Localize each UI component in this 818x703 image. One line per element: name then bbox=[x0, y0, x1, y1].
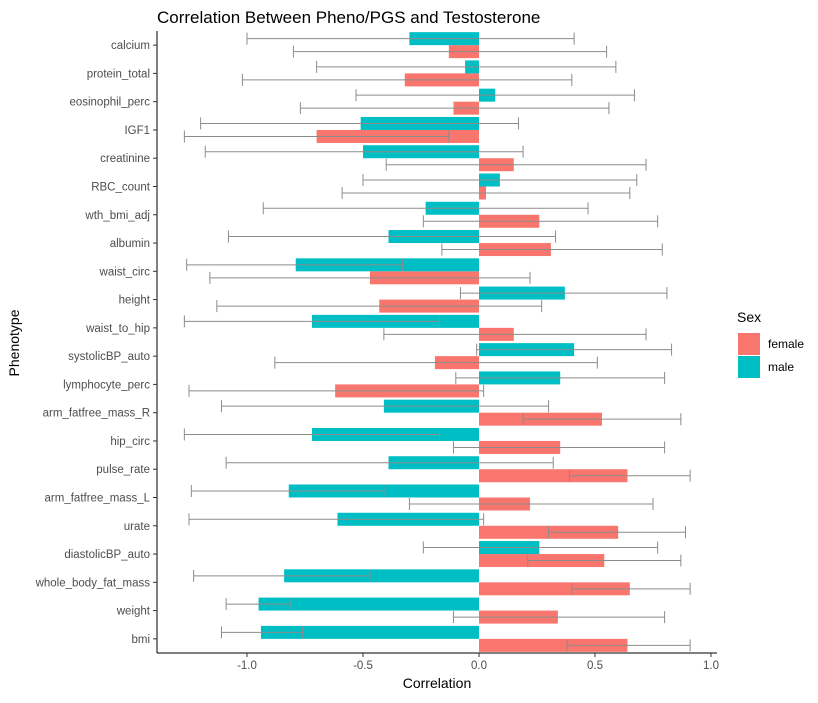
errorbar-male-weight bbox=[225, 598, 292, 611]
errorbar-female-eosinophil-perc bbox=[299, 102, 610, 115]
errorbar-male-waist-to-hip bbox=[183, 315, 441, 328]
errorbar-female-rbc-count bbox=[341, 187, 631, 199]
errorbar-female-urate bbox=[548, 526, 686, 539]
y-tick-label-height: height bbox=[119, 295, 151, 307]
errorbar-male-hip-circ bbox=[183, 428, 441, 441]
y-tick-label-lymphocyte-perc: lymphocyte_perc bbox=[63, 379, 150, 391]
bar-female-whole-body-fat-mass bbox=[479, 582, 630, 596]
y-axis-title: Phenotype bbox=[6, 309, 22, 376]
errorbar-female-arm-fatfree-mass-l bbox=[408, 498, 654, 510]
x-axis-title: Correlation bbox=[403, 675, 471, 691]
errorbar-male-diastolicbp-auto bbox=[422, 541, 659, 554]
errorbar-female-hip-circ bbox=[452, 441, 666, 454]
errorbar-female-waist-to-hip bbox=[383, 328, 647, 341]
errorbar-male-urate bbox=[188, 513, 485, 526]
legend-key-female bbox=[738, 333, 760, 355]
errorbar-male-albumin bbox=[227, 230, 557, 243]
errorbar-female-calcium bbox=[292, 45, 608, 58]
errorbar-female-creatinine bbox=[385, 158, 647, 171]
errorbar-male-pulse-rate bbox=[225, 456, 554, 469]
y-tick-label-hip-circ: hip_circ bbox=[110, 436, 150, 448]
errorbar-female-pulse-rate bbox=[568, 469, 691, 482]
errorbar-male-arm-fatfree-mass-l bbox=[190, 485, 385, 497]
errorbar-male-creatinine bbox=[204, 145, 524, 158]
bar-female-bmi bbox=[479, 638, 628, 652]
errorbar-male-wth-bmi-adj bbox=[262, 202, 589, 215]
errorbar-female-albumin bbox=[441, 243, 663, 256]
bar-male-whole-body-fat-mass bbox=[284, 569, 479, 583]
x-axis: -1.0 -0.5 0.0 0.5 1.0 bbox=[157, 652, 719, 672]
y-tick-label-protein-total: protein_total bbox=[87, 68, 150, 80]
y-tick-label-whole-body-fat-mass: whole_body_fat_mass bbox=[35, 577, 151, 589]
legend: Sex female male bbox=[737, 309, 804, 378]
errorbar-male-lymphocyte-perc bbox=[455, 371, 666, 384]
y-tick-label-pulse-rate: pulse_rate bbox=[96, 464, 150, 476]
errorbar-female-diastolicbp-auto bbox=[527, 554, 682, 567]
bar-male-weight bbox=[258, 597, 479, 611]
y-tick-label-wth-bmi-adj: wth_bmi_adj bbox=[84, 210, 150, 222]
errorbar-female-igf1 bbox=[183, 130, 450, 143]
x-tick-label: 0.0 bbox=[471, 660, 487, 672]
y-tick-label-urate: urate bbox=[124, 521, 150, 533]
y-tick-label-creatinine: creatinine bbox=[100, 153, 150, 165]
y-tick-label-waist-circ: waist_circ bbox=[99, 266, 151, 278]
errorbar-female-bmi bbox=[566, 639, 691, 652]
errorbar-male-igf1 bbox=[200, 117, 519, 130]
errorbar-male-eosinophil-perc bbox=[355, 89, 635, 102]
errorbar-female-arm-fatfree-mass-r bbox=[522, 413, 682, 426]
bar-female-pulse-rate bbox=[479, 469, 628, 483]
errorbar-female-waist-circ bbox=[209, 271, 531, 284]
y-tick-label-weight: weight bbox=[116, 606, 151, 618]
errorbar-male-bmi bbox=[220, 626, 304, 639]
y-tick-label-diastolicbp-auto: diastolicBP_auto bbox=[64, 549, 150, 561]
plot-area bbox=[183, 32, 691, 652]
y-tick-label-arm-fatfree-mass-r: arm_fatfree_mass_R bbox=[43, 408, 150, 420]
errorbar-male-height bbox=[459, 287, 668, 300]
y-tick-label-systolicbp-auto: systolicBP_auto bbox=[68, 351, 150, 363]
legend-title: Sex bbox=[737, 309, 761, 325]
legend-label-male: male bbox=[768, 360, 794, 374]
x-tick-label: 0.5 bbox=[587, 660, 603, 672]
errorbar-male-whole-body-fat-mass bbox=[193, 569, 371, 582]
errorbar-male-systolicbp-auto bbox=[476, 343, 673, 356]
legend-label-female: female bbox=[768, 337, 804, 351]
errorbar-female-protein-total bbox=[241, 73, 573, 86]
errorbar-male-waist-circ bbox=[186, 258, 403, 271]
y-tick-label-eosinophil-perc: eosinophil_perc bbox=[69, 97, 150, 109]
errorbar-female-wth-bmi-adj bbox=[422, 215, 659, 228]
y-tick-label-calcium: calcium bbox=[111, 40, 150, 52]
y-tick-label-rbc-count: RBC_count bbox=[91, 182, 151, 194]
errorbar-male-rbc-count bbox=[362, 174, 638, 186]
bar-male-bmi bbox=[260, 625, 479, 639]
errorbar-female-lymphocyte-perc bbox=[188, 384, 485, 397]
errorbar-female-systolicbp-auto bbox=[274, 356, 598, 369]
x-tick-label: -1.0 bbox=[237, 660, 257, 672]
x-tick-label: 1.0 bbox=[703, 660, 719, 672]
x-tick-label: -0.5 bbox=[353, 660, 373, 672]
y-tick-label-waist-to-hip: waist_to_hip bbox=[85, 323, 150, 335]
errorbar-female-height bbox=[216, 300, 543, 313]
y-axis: calcium protein_total eosinophil_perc IGF1 c… bbox=[35, 31, 158, 653]
y-tick-label-igf1: IGF1 bbox=[124, 125, 150, 137]
errorbar-female-whole-body-fat-mass bbox=[571, 582, 691, 595]
errorbar-male-arm-fatfree-mass-r bbox=[220, 400, 550, 413]
legend-key-male bbox=[738, 356, 760, 378]
errorbar-female-weight bbox=[452, 611, 666, 624]
errorbar-male-protein-total bbox=[316, 60, 617, 73]
errorbar-male-calcium bbox=[246, 32, 575, 45]
legend-entries: female male bbox=[738, 333, 804, 378]
chart-title: Correlation Between Pheno/PGS and Testos… bbox=[157, 8, 540, 27]
y-tick-label-arm-fatfree-mass-l: arm_fatfree_mass_L bbox=[45, 493, 151, 505]
y-tick-label-albumin: albumin bbox=[110, 238, 150, 250]
y-tick-label-bmi: bmi bbox=[131, 634, 150, 646]
